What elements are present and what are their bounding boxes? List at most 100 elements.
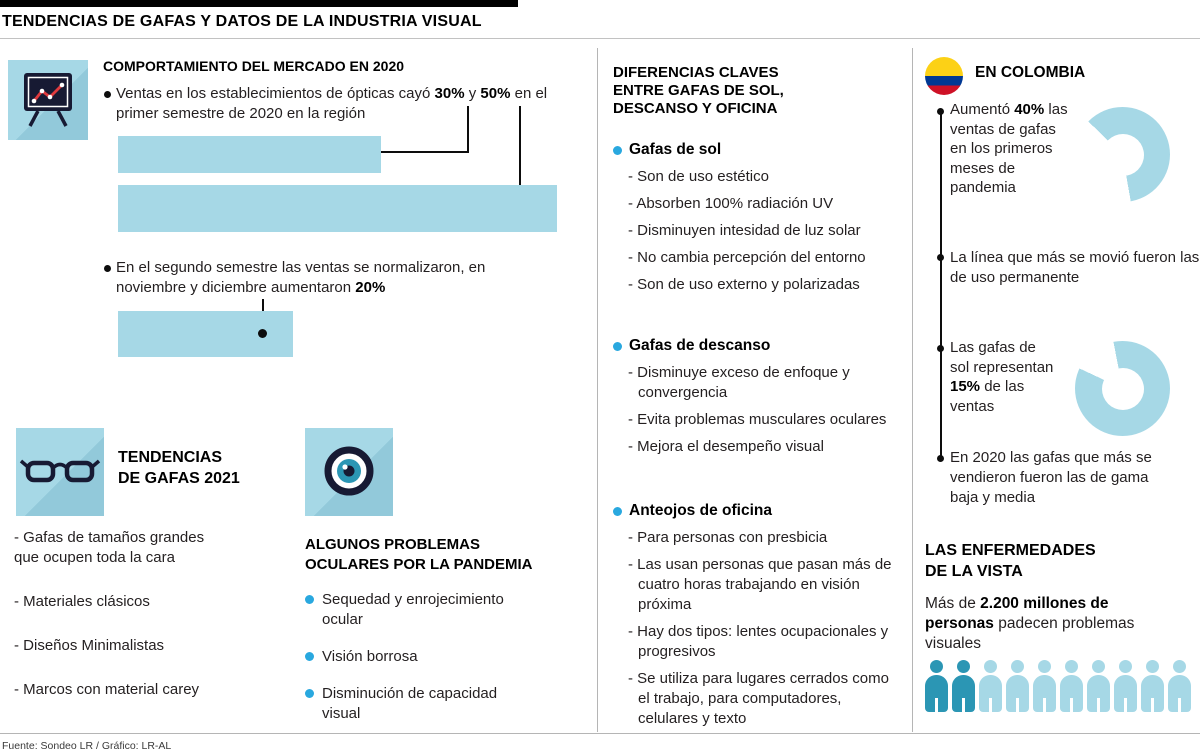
market-heading: COMPORTAMIENTO DEL MERCADO EN 2020 bbox=[103, 58, 405, 74]
glasses-glyph bbox=[19, 459, 101, 483]
list-item: - Las usan personas que pasan más de cua… bbox=[628, 556, 892, 613]
list-item: Visión borrosa bbox=[305, 647, 520, 667]
person-icon bbox=[979, 660, 1002, 712]
colombia-bullet-3: Las gafas de sol representan 15% de las … bbox=[950, 338, 1058, 416]
text-segment: padecen problemas visuales bbox=[925, 615, 1135, 652]
page-title: TENDENCIAS DE GAFAS Y DATOS DE LA INDUST… bbox=[2, 13, 482, 30]
list-item: - Son de uso estético bbox=[628, 168, 769, 185]
value-50: 50% bbox=[480, 85, 511, 102]
text-segment: En el segundo semestre las ventas se nor… bbox=[116, 259, 486, 296]
trends-list: - Gafas de tamaños grandes que ocupen to… bbox=[14, 528, 219, 724]
section-title-label: Anteojos de oficina bbox=[629, 502, 772, 519]
section-title: Gafas de sol bbox=[613, 141, 900, 159]
list-item: - Diseños Minimalistas bbox=[14, 637, 165, 654]
list-item: - Disminuye exceso de enfoque y converge… bbox=[628, 364, 850, 401]
section-title-label: Gafas de descanso bbox=[629, 337, 771, 354]
trends-heading-line2: DE GAFAS 2021 bbox=[118, 470, 240, 487]
bar-decline-30 bbox=[118, 136, 382, 173]
list-item: - Absorben 100% radiación UV bbox=[628, 195, 834, 212]
section-gafas-de-descanso: Gafas de descanso - Disminuye exceso de … bbox=[613, 337, 900, 464]
colombia-bullet-4: En 2020 las gafas que más se vendieron f… bbox=[950, 449, 1152, 506]
person-icon bbox=[1141, 660, 1164, 712]
connector-line-30 bbox=[467, 106, 469, 152]
list-item: Sequedad y enrojecimiento ocular bbox=[305, 590, 520, 630]
eye-glyph bbox=[324, 446, 374, 496]
section-title: Gafas de descanso bbox=[613, 337, 900, 355]
problems-list: Sequedad y enrojecimiento ocular Visión … bbox=[305, 590, 520, 741]
person-icon bbox=[925, 660, 948, 712]
section-anteojos-de-oficina: Anteojos de oficina - Para personas con … bbox=[613, 502, 900, 736]
diseases-heading-line1: LAS ENFERMEDADES bbox=[925, 542, 1096, 559]
person-icon bbox=[1114, 660, 1137, 712]
bar-increase-20 bbox=[118, 311, 294, 357]
bullet-dot bbox=[937, 108, 944, 115]
diseases-text: Más de 2.200 millones de personas padece… bbox=[925, 594, 1163, 654]
trends-heading-line1: TENDENCIAS bbox=[118, 449, 223, 466]
list-item-label: Disminución de capacidad visual bbox=[322, 685, 498, 722]
list-item: - Marcos con material carey bbox=[14, 681, 200, 698]
source-credit: Fuente: Sondeo LR / Gráfico: LR-AL bbox=[2, 740, 172, 752]
list-item: - Para personas con presbicia bbox=[628, 529, 828, 546]
text-segment: Ventas en los establecimientos de óptica… bbox=[116, 85, 435, 102]
value-30: 30% bbox=[434, 85, 465, 102]
list-item: - Gafas de tamaños grandes que ocupen to… bbox=[14, 529, 205, 566]
market-bullet-2: En el segundo semestre las ventas se nor… bbox=[116, 258, 501, 298]
section-items: - Disminuye exceso de enfoque y converge… bbox=[628, 363, 900, 457]
person-icon bbox=[1087, 660, 1110, 712]
person-icon bbox=[952, 660, 975, 712]
blue-bullet-icon bbox=[305, 652, 314, 661]
list-item-label: Visión borrosa bbox=[322, 648, 418, 665]
bullet-dot bbox=[104, 265, 111, 272]
donut-chart-40 bbox=[1075, 107, 1170, 202]
list-item: - Se utiliza para lugares cerrados como … bbox=[628, 670, 889, 727]
problems-heading: ALGUNOS PROBLEMAS OCULARES POR LA PANDEM… bbox=[305, 536, 533, 573]
differences-heading: DIFERENCIAS CLAVES ENTRE GAFAS DE SOL, D… bbox=[613, 64, 784, 117]
section-items: - Para personas con presbicia - Las usan… bbox=[628, 528, 900, 729]
text-segment: en el primer semestre de 2020 en la regi… bbox=[116, 85, 548, 122]
connector-dot-20 bbox=[258, 329, 267, 338]
trends-heading: TENDENCIAS DE GAFAS 2021 bbox=[118, 447, 240, 489]
bullet-dot bbox=[104, 91, 111, 98]
blue-bullet-icon bbox=[305, 689, 314, 698]
blue-bullet-icon bbox=[613, 507, 622, 516]
blue-bullet-icon bbox=[613, 146, 622, 155]
list-item: - Evita problemas musculares oculares bbox=[628, 411, 887, 428]
list-item: Disminución de capacidad visual bbox=[305, 684, 520, 724]
text-segment: y bbox=[464, 85, 481, 102]
diseases-heading-line2: DE LA VISTA bbox=[925, 563, 1023, 580]
value-40: 40% bbox=[1014, 101, 1045, 118]
footer-divider bbox=[0, 733, 1200, 734]
timeline-connector bbox=[940, 112, 942, 460]
bullet-dot bbox=[937, 345, 944, 352]
title-accent-bar bbox=[0, 0, 518, 7]
colombia-flag-icon bbox=[925, 57, 963, 95]
value-15: 15% bbox=[950, 378, 981, 395]
column-divider bbox=[912, 48, 913, 732]
colombia-heading: EN COLOMBIA bbox=[975, 64, 1086, 81]
section-title-label: Gafas de sol bbox=[629, 141, 722, 158]
colombia-bullet-2: La línea que más se movió fueron las de … bbox=[950, 249, 1200, 286]
connector-line-50 bbox=[519, 106, 521, 208]
text-segment: Más de bbox=[925, 595, 981, 612]
list-item-label: Sequedad y enrojecimiento ocular bbox=[322, 591, 504, 628]
text-segment: Las gafas de sol representan bbox=[950, 339, 1054, 376]
diseases-heading: LAS ENFERMEDADES DE LA VISTA bbox=[925, 540, 1096, 582]
value-20: 20% bbox=[355, 279, 386, 296]
presentation-board-icon bbox=[24, 73, 72, 127]
bullet-dot bbox=[937, 254, 944, 261]
list-item: - Mejora el desempeño visual bbox=[628, 438, 824, 455]
bar-decline-50 bbox=[118, 185, 557, 232]
value-2200-millones: 2.200 millones de personas bbox=[925, 595, 1109, 632]
section-gafas-de-sol: Gafas de sol - Son de uso estético - Abs… bbox=[613, 141, 900, 302]
colombia-bullet-1: Aumentó 40% las ventas de gafas en los p… bbox=[950, 100, 1068, 198]
text-segment: Aumentó bbox=[950, 101, 1015, 118]
person-icon bbox=[1033, 660, 1056, 712]
header-divider bbox=[0, 38, 1200, 39]
people-pictogram bbox=[925, 660, 1191, 712]
person-icon bbox=[1168, 660, 1191, 712]
connector-line-30 bbox=[345, 151, 469, 153]
list-item: - Hay dos tipos: lentes ocupacionales y … bbox=[628, 623, 889, 660]
bullet-dot bbox=[937, 455, 944, 462]
donut-chart-15 bbox=[1075, 341, 1170, 436]
